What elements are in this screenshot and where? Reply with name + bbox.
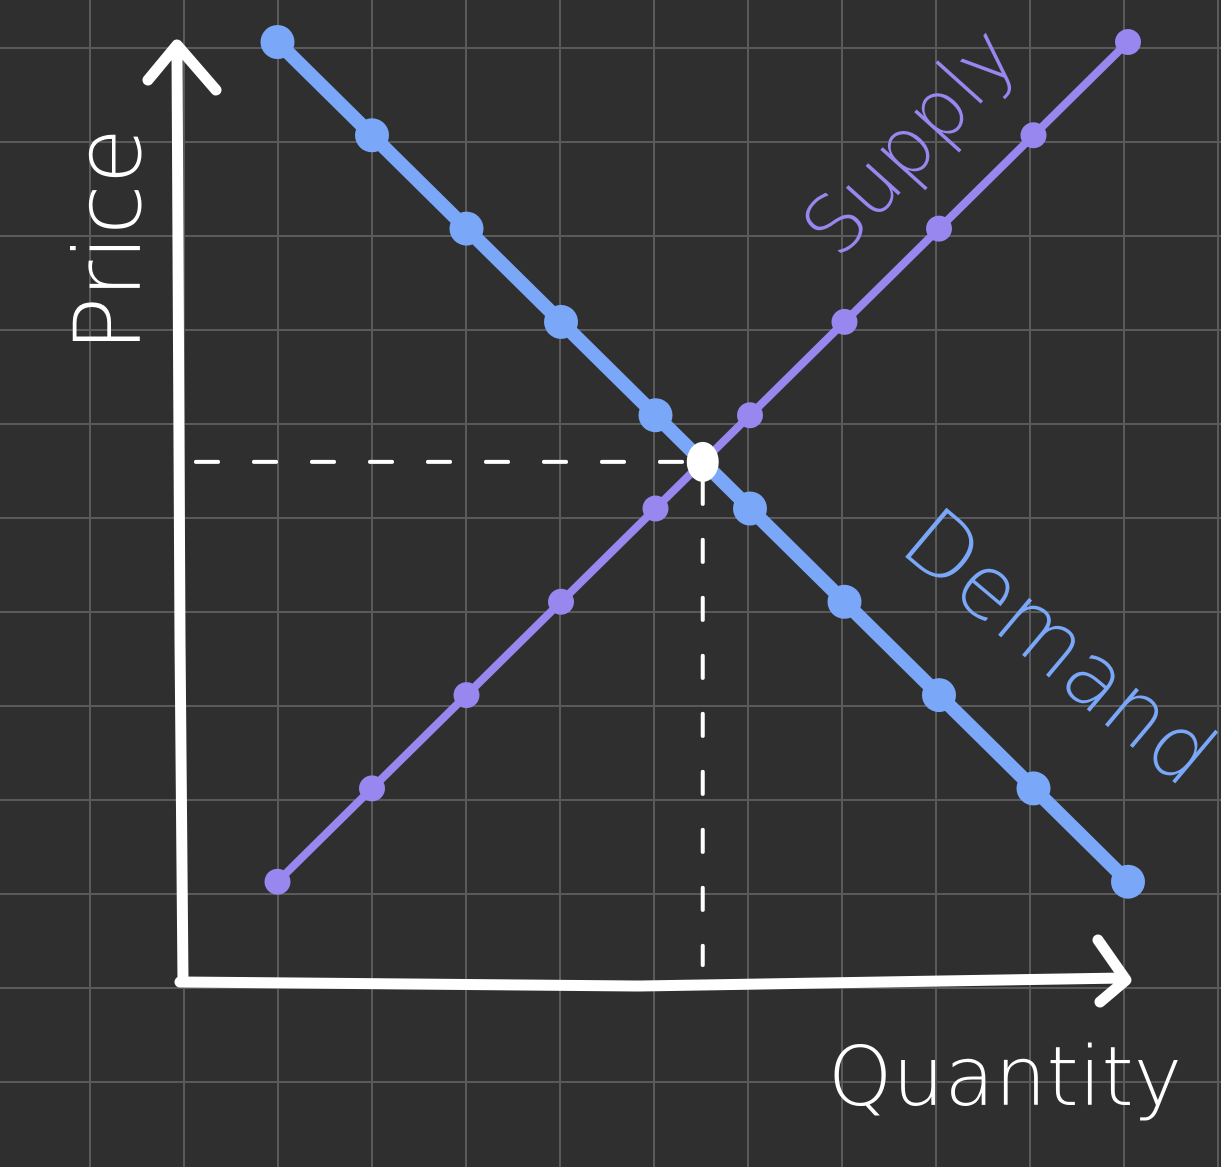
x-axis-line <box>174 972 1130 992</box>
data-point-demand <box>827 584 862 619</box>
data-point-supply <box>548 588 574 615</box>
data-point-demand <box>1016 771 1051 806</box>
data-point-demand <box>544 304 578 339</box>
equilibrium-point <box>686 441 719 482</box>
y-axis-line <box>171 44 189 988</box>
data-point-demand <box>733 491 767 526</box>
data-point-supply <box>737 402 763 429</box>
data-point-supply <box>1115 29 1141 55</box>
data-point-supply <box>1020 122 1047 149</box>
x-axis-label: Quantity <box>828 1030 1182 1125</box>
data-point-demand <box>260 25 295 59</box>
data-point-supply <box>359 775 385 802</box>
data-point-demand <box>1111 864 1145 899</box>
y-axis-arrowhead <box>142 39 222 96</box>
equilibrium-guides <box>194 459 705 967</box>
data-point-supply <box>926 215 952 242</box>
data-point-supply <box>453 682 480 709</box>
data-point-demand <box>922 678 956 713</box>
data-point-demand <box>355 118 389 153</box>
axes <box>142 39 1132 1008</box>
data-point-demand <box>449 211 484 246</box>
data-point-demand <box>638 398 673 433</box>
y-axis-label: Price <box>55 128 162 352</box>
data-point-supply <box>264 868 291 895</box>
x-axis-arrowhead <box>1092 934 1132 1008</box>
series-layer <box>260 25 1145 899</box>
data-point-supply <box>831 308 858 335</box>
data-point-supply <box>642 495 669 522</box>
